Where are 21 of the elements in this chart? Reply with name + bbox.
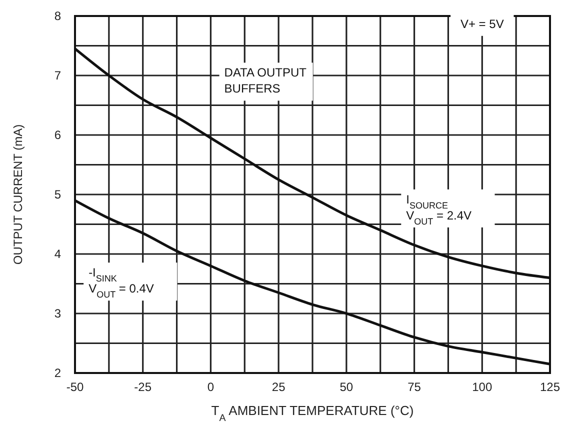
y-tick-label: 7 (54, 68, 62, 82)
x-tick-label: 100 (472, 380, 492, 394)
x-tick-label: 0 (207, 380, 214, 394)
y-tick-label: 5 (54, 188, 62, 202)
y-tick-label: 6 (54, 128, 62, 142)
y-tick-label: 2 (54, 366, 62, 380)
series-label: I$_{SOURCE}$ V$_{OUT}$ = 2.4V (406, 192, 472, 226)
x-tick-label: 75 (408, 380, 422, 394)
x-axis-title: T$_{A}$ AMBIENT TEMPERATURE (°C) (211, 403, 414, 424)
x-tick-label: 50 (340, 380, 354, 394)
x-tick-label: 25 (272, 380, 286, 394)
x-tick-label: -50 (66, 380, 84, 394)
series-label: -I$_{SINK}$ V$_{OUT}$ = 0.4V (88, 266, 154, 300)
y-tick-label: 8 (54, 9, 62, 23)
y-axis-title: OUTPUT CURRENT (mA) (11, 124, 25, 265)
y-tick-label: 3 (54, 306, 62, 320)
x-tick-label: 125 (540, 380, 560, 394)
annotation: DATA OUTPUT BUFFERS (224, 66, 308, 96)
annotation: V+ = 5V (460, 16, 504, 31)
x-tick-label: -25 (134, 380, 152, 394)
y-tick-label: 4 (54, 247, 62, 261)
